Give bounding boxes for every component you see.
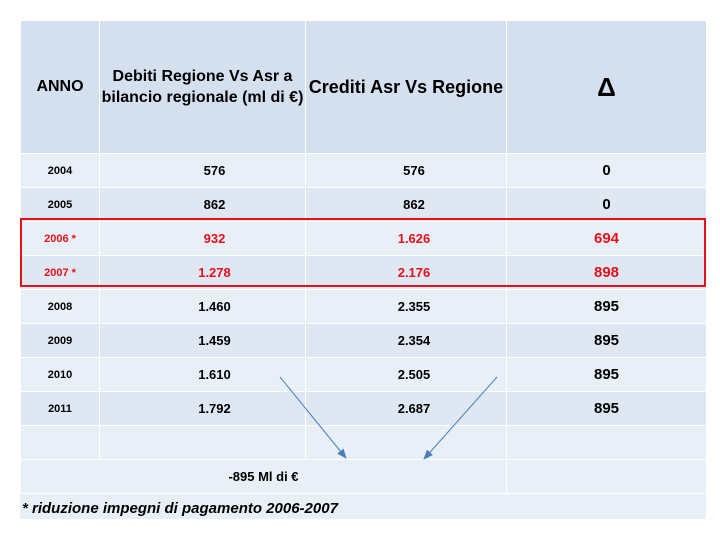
year-cell: 2006 *	[20, 221, 100, 256]
debiti-cell: 1.610	[99, 357, 306, 392]
crediti-cell: 2.687	[305, 391, 507, 426]
empty-cell	[506, 425, 707, 460]
header-anno: ANNO	[20, 20, 100, 154]
table-row: 2004 576 576 0	[20, 153, 707, 188]
crediti-cell: 576	[305, 153, 507, 188]
debiti-cell: 576	[99, 153, 306, 188]
table-row: 2010 1.610 2.505 895	[20, 357, 707, 392]
empty-cell	[99, 425, 306, 460]
empty-cell	[506, 459, 707, 494]
debiti-cell: 862	[99, 187, 306, 222]
table-row-highlighted: 2007 * 1.278 2.176 898	[20, 255, 707, 290]
year-cell: 2010	[20, 357, 100, 392]
header-crediti: Crediti Asr Vs Regione	[305, 20, 507, 154]
debiti-cell: 1.459	[99, 323, 306, 358]
crediti-cell: 2.176	[305, 255, 507, 290]
crediti-cell: 1.626	[305, 221, 507, 256]
blank-row	[20, 425, 707, 460]
header-row: ANNO Debiti Regione Vs Asr a bilancio re…	[20, 20, 707, 154]
total-row: -895 Ml di €	[20, 459, 707, 494]
delta-cell: 895	[506, 323, 707, 358]
year-cell: 2005	[20, 187, 100, 222]
crediti-cell: 862	[305, 187, 507, 222]
table-row-highlighted: 2006 * 932 1.626 694	[20, 221, 707, 256]
year-cell: 2008	[20, 289, 100, 324]
header-debiti: Debiti Regione Vs Asr a bilancio regiona…	[99, 20, 306, 154]
total-difference-label: -895 Ml di €	[20, 459, 507, 494]
year-cell: 2009	[20, 323, 100, 358]
debiti-cell: 932	[99, 221, 306, 256]
debiti-cell: 1.792	[99, 391, 306, 426]
year-cell: 2007 *	[20, 255, 100, 290]
delta-cell: 0	[506, 153, 707, 188]
crediti-cell: 2.354	[305, 323, 507, 358]
delta-cell: 895	[506, 289, 707, 324]
crediti-cell: 2.505	[305, 357, 507, 392]
empty-cell	[20, 425, 100, 460]
table-row: 2009 1.459 2.354 895	[20, 323, 707, 358]
table-row: 2005 862 862 0	[20, 187, 707, 222]
header-delta: Δ	[506, 20, 707, 154]
year-cell: 2011	[20, 391, 100, 426]
debt-credit-table: ANNO Debiti Regione Vs Asr a bilancio re…	[20, 20, 707, 494]
debiti-cell: 1.278	[99, 255, 306, 290]
delta-cell: 895	[506, 357, 707, 392]
delta-cell: 0	[506, 187, 707, 222]
delta-cell: 898	[506, 255, 707, 290]
crediti-cell: 2.355	[305, 289, 507, 324]
table-row: 2011 1.792 2.687 895	[20, 391, 707, 426]
debiti-cell: 1.460	[99, 289, 306, 324]
empty-cell	[305, 425, 507, 460]
delta-cell: 895	[506, 391, 707, 426]
delta-cell: 694	[506, 221, 707, 256]
table-row: 2008 1.460 2.355 895	[20, 289, 707, 324]
year-cell: 2004	[20, 153, 100, 188]
footnote: * riduzione impegni di pagamento 2006-20…	[22, 500, 362, 517]
